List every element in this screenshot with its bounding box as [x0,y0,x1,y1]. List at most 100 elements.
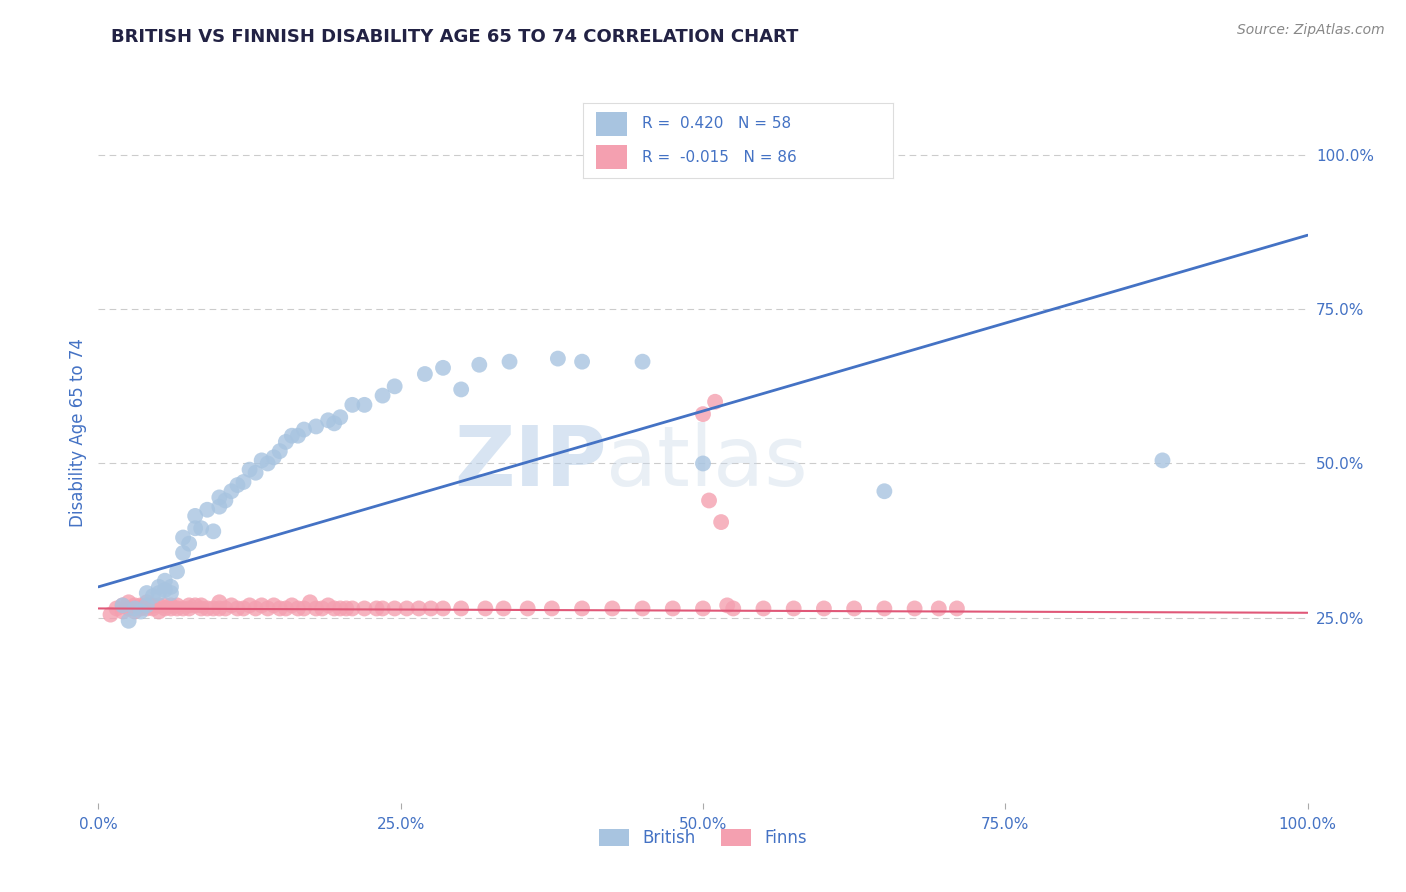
Point [692,457,714,471]
Point [135,586,157,600]
Bar [596,145,627,169]
Point [692,601,714,615]
Point [232,475,254,489]
Point [305,601,328,615]
Point [716,599,738,613]
Legend: British, Finns: British, Finns [592,822,814,854]
Point [269,601,291,615]
Point [316,413,339,427]
Point [571,601,593,615]
Point [111,605,134,619]
Point [142,601,165,615]
Text: Source: ZipAtlas.com: Source: ZipAtlas.com [1237,23,1385,37]
Point [148,605,170,619]
Text: ZIP: ZIP [454,422,606,503]
Point [250,599,273,613]
Point [342,601,364,615]
Point [287,601,309,615]
Point [299,595,322,609]
Point [323,417,346,431]
Point [214,493,236,508]
Point [245,466,267,480]
Point [179,601,201,615]
Point [450,601,472,615]
Point [516,601,538,615]
Point [873,601,896,615]
Point [166,601,188,615]
Point [190,601,212,615]
Point [335,601,357,615]
Point [329,410,352,425]
Point [124,601,146,615]
Point [153,574,176,588]
Point [226,478,249,492]
Point [153,599,176,613]
Point [142,589,165,603]
Point [281,599,304,613]
Point [105,601,128,615]
Point [844,601,866,615]
Point [474,601,496,615]
Point [602,601,624,615]
Point [263,599,285,613]
Point [710,515,733,529]
Point [661,601,683,615]
Point [250,453,273,467]
Point [1320,447,1343,461]
Point [179,536,201,550]
Point [353,601,375,615]
Point [221,599,243,613]
Point [723,601,745,615]
Point [904,601,927,615]
Point [124,605,146,619]
Point [202,524,225,539]
Point [413,367,436,381]
Point [160,580,183,594]
Point [371,601,394,615]
Point [432,601,454,615]
Point [179,599,201,613]
Point [160,601,183,615]
Point [946,601,969,615]
Point [704,394,727,409]
Point [353,398,375,412]
Point [124,599,146,613]
Point [142,599,165,613]
Point [100,607,122,622]
Point [111,599,134,613]
Point [239,599,262,613]
Point [202,601,225,615]
Point [184,599,207,613]
Point [148,586,170,600]
Point [153,582,176,597]
Point [547,351,569,366]
Point [172,601,194,615]
Point [118,614,141,628]
Point [752,601,775,615]
Point [221,484,243,499]
Point [782,601,804,615]
Point [129,601,152,615]
Point [226,601,249,615]
Point [148,599,170,613]
Point [450,383,472,397]
Y-axis label: Disability Age 65 to 74: Disability Age 65 to 74 [69,338,87,527]
Point [342,398,364,412]
Point [263,450,285,465]
Point [384,601,406,615]
Point [118,601,141,615]
Text: R =  0.420   N = 58: R = 0.420 N = 58 [643,116,792,131]
Point [540,601,562,615]
Point [129,599,152,613]
Point [928,601,950,615]
Point [195,502,218,516]
Point [239,462,262,476]
Point [135,601,157,615]
Point [492,601,515,615]
Point [384,379,406,393]
Point [190,521,212,535]
Point [292,423,315,437]
Point [153,601,176,615]
Point [311,601,333,615]
Point [873,484,896,499]
